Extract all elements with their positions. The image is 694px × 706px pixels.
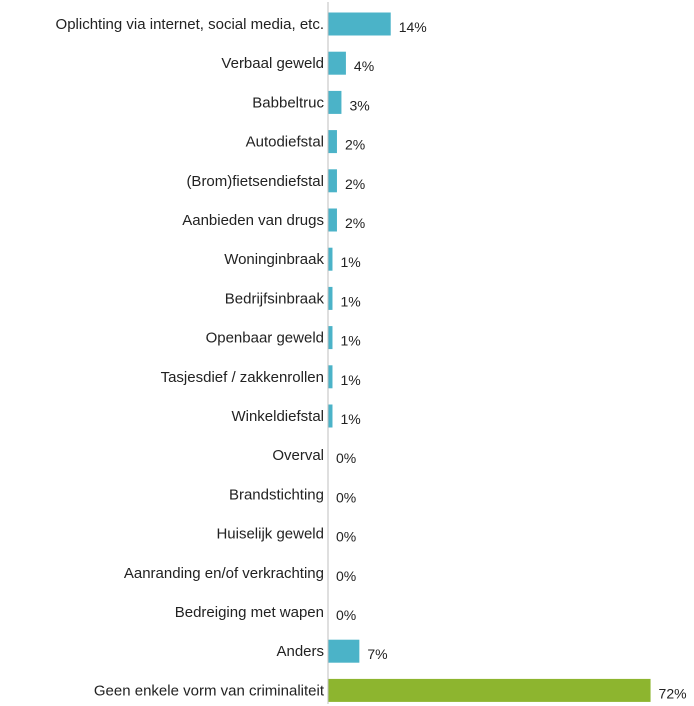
bar <box>328 12 391 36</box>
value-label: 3% <box>349 97 369 113</box>
category-label: Openbaar geweld <box>206 330 324 347</box>
value-label: 0% <box>336 450 356 466</box>
category-label: Geen enkele vorm van criminaliteit <box>94 682 325 699</box>
bar <box>328 365 333 389</box>
bar <box>328 208 337 232</box>
category-label: Verbaal geweld <box>221 55 324 72</box>
category-labels: Oplichting via internet, social media, e… <box>56 16 325 699</box>
bar <box>328 678 651 702</box>
value-label: 0% <box>336 489 356 505</box>
category-label: Huiselijk geweld <box>216 526 324 543</box>
category-label: Bedreiging met wapen <box>175 604 324 621</box>
category-label: Aanbieden van drugs <box>182 212 324 229</box>
category-label: Brandstichting <box>229 486 324 503</box>
bar <box>328 639 360 663</box>
value-label: 2% <box>345 215 365 231</box>
value-label: 1% <box>340 254 360 270</box>
category-label: (Brom)fietsendiefstal <box>186 173 324 190</box>
category-label: Oplichting via internet, social media, e… <box>56 16 324 33</box>
value-labels: 14% 4% 3% 2% 2% 2% 1% 1% 1% 1% 1% 0% 0% 0% 0% 0% 7% 72% <box>336 19 687 701</box>
bar <box>328 326 333 350</box>
category-label: Aanranding en/of verkrachting <box>124 565 324 582</box>
value-label: 2% <box>345 137 365 153</box>
category-label: Anders <box>276 643 324 660</box>
value-label: 14% <box>399 19 427 35</box>
category-label: Tasjesdief / zakkenrollen <box>161 369 324 386</box>
category-label: Woninginbraak <box>224 251 324 268</box>
category-label: Autodiefstal <box>246 134 324 151</box>
category-label: Overval <box>272 447 324 464</box>
category-label: Winkeldiefstal <box>231 408 324 425</box>
value-label: 4% <box>354 58 374 74</box>
bar <box>328 286 333 310</box>
value-label: 1% <box>340 293 360 309</box>
value-label: 7% <box>367 646 387 662</box>
value-label: 0% <box>336 529 356 545</box>
value-label: 2% <box>345 176 365 192</box>
bar <box>328 404 333 428</box>
bar <box>328 247 333 271</box>
bar <box>328 90 342 114</box>
bar <box>328 169 337 193</box>
value-label: 0% <box>336 568 356 584</box>
value-label: 0% <box>336 607 356 623</box>
bars <box>328 12 651 702</box>
category-label: Babbeltruc <box>252 94 324 111</box>
bar <box>328 51 346 75</box>
value-label: 1% <box>340 333 360 349</box>
value-label: 1% <box>340 411 360 427</box>
value-label: 72% <box>659 685 687 701</box>
bar <box>328 130 337 154</box>
category-label: Bedrijfsinbraak <box>225 290 325 307</box>
value-label: 1% <box>340 372 360 388</box>
